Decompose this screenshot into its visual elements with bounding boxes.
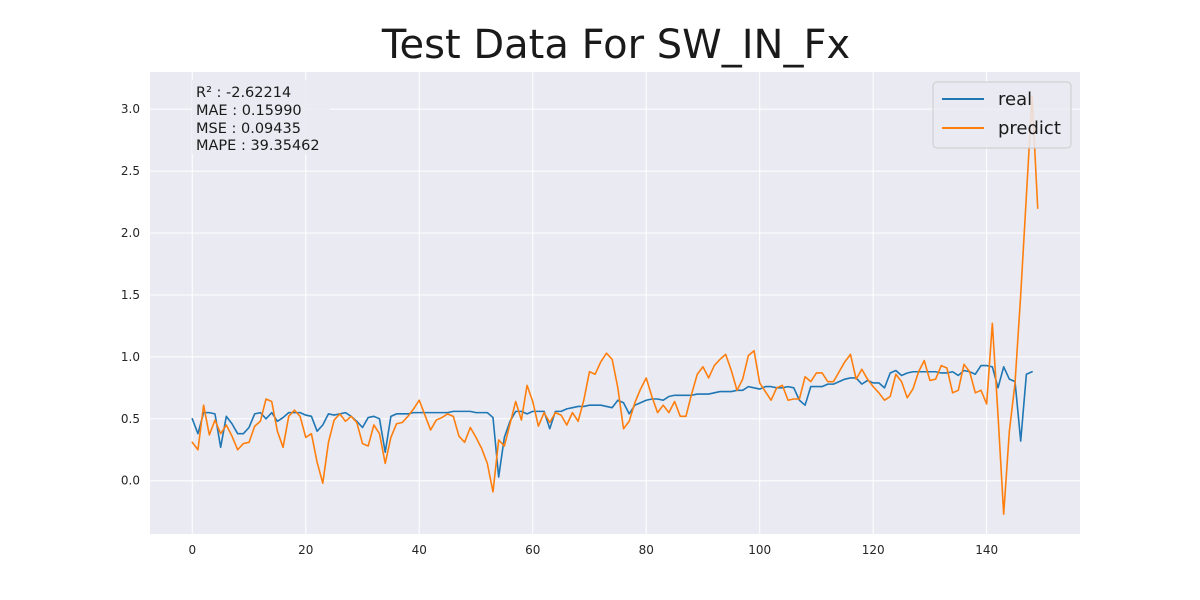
x-tick-label: 40 bbox=[412, 543, 427, 557]
series-lines bbox=[191, 95, 1039, 515]
x-tick-label: 20 bbox=[298, 543, 313, 557]
y-tick-label: 0.0 bbox=[121, 474, 140, 488]
y-tick-label: 2.5 bbox=[121, 164, 140, 178]
legend-label-predict: predict bbox=[998, 118, 1061, 139]
y-tick-label: 2.0 bbox=[121, 226, 140, 240]
legend-label-real: real bbox=[998, 89, 1032, 110]
metric-mse: MSE : 0.09435 bbox=[196, 121, 301, 137]
y-tick-label: 1.5 bbox=[121, 288, 140, 302]
x-tick-label: 100 bbox=[748, 543, 771, 557]
metric-mape: MAPE : 39.35462 bbox=[196, 138, 320, 154]
metric-mae: MAE : 0.15990 bbox=[196, 103, 302, 119]
y-tick-label: 0.5 bbox=[121, 412, 140, 426]
x-tick-label: 0 bbox=[188, 543, 196, 557]
x-tick-label: 60 bbox=[525, 543, 540, 557]
metric-r2: R² : -2.62214 bbox=[196, 85, 291, 101]
legend: real predict bbox=[932, 81, 1072, 149]
y-tick-label: 3.0 bbox=[121, 102, 140, 116]
y-tick-label: 1.0 bbox=[121, 350, 140, 364]
x-tick-label: 120 bbox=[862, 543, 885, 557]
metrics-box-bg bbox=[192, 80, 330, 154]
series-line-real bbox=[191, 364, 1033, 478]
metrics-box: R² : -2.62214 MAE : 0.15990 MSE : 0.0943… bbox=[192, 80, 330, 154]
tick-labels: 0 20 40 60 80 100 120 140 0.0 0.5 1.0 1.5 2.0 2.5 3.0 bbox=[121, 102, 998, 557]
x-tick-label: 80 bbox=[639, 543, 654, 557]
series-line-predict bbox=[191, 95, 1039, 515]
chart-title: Test Data For SW_IN_Fx bbox=[381, 22, 851, 68]
x-tick-label: 140 bbox=[975, 543, 998, 557]
